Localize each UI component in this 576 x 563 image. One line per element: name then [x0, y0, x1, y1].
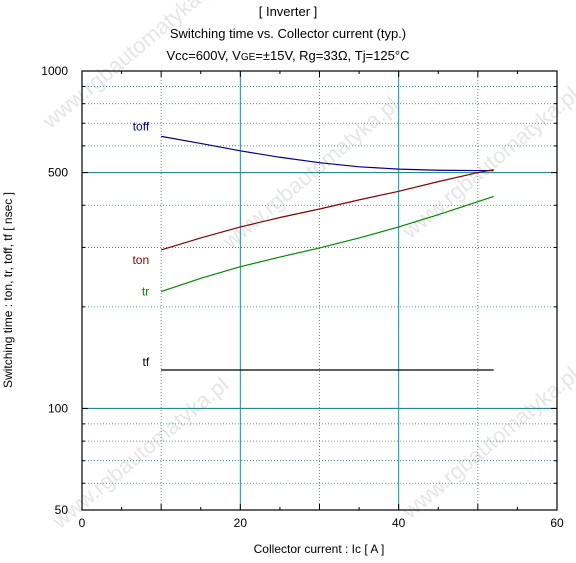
x-tick-label-20: 20	[234, 516, 248, 530]
condition-rest: =±15V, Rg=33Ω, Tj=125°C	[255, 48, 410, 63]
axis-ticks	[81, 70, 558, 511]
chart-title-line-2: Switching time vs. Collector current (ty…	[169, 26, 407, 41]
grid-lines	[82, 71, 557, 510]
series-label-ton: ton	[132, 253, 149, 267]
x-tick-label-0: 0	[79, 516, 86, 530]
condition-vge-subscript: GE	[240, 52, 256, 63]
chart-conditions: Vcc=600V, VGE=±15V, Rg=33Ω, Tj=125°C	[0, 48, 576, 66]
x-axis-label: Collector current : Ic [ A ]	[254, 542, 385, 556]
condition-vcc: Vcc=600V,	[166, 48, 233, 63]
x-tick-label-40: 40	[392, 516, 406, 530]
y-tick-label-50: 50	[55, 503, 69, 517]
chart-title-line-1: [ Inverter ]	[258, 4, 318, 19]
y-tick-label-100: 100	[48, 401, 68, 415]
series-line-toff	[161, 135, 494, 172]
condition-vge-prefix: V	[232, 48, 241, 63]
series-label-toff: toff	[133, 119, 150, 133]
series-lines	[160, 135, 494, 371]
x-tick-label-60: 60	[550, 516, 564, 530]
series-label-tr: tr	[142, 285, 149, 299]
series-labels: toff ton tr tf	[132, 119, 149, 369]
series-label-tf: tf	[142, 355, 149, 369]
series-line-tr	[160, 195, 494, 293]
y-axis-label: Switching time : ton, tr, toff, tf [ nse…	[1, 192, 15, 388]
series-line-ton	[160, 169, 494, 251]
y-tick-label-500: 500	[48, 166, 68, 180]
y-tick-label-1000: 1000	[41, 64, 68, 78]
tick-labels: 0 20 40 60 50 100 500 1000	[41, 64, 564, 530]
